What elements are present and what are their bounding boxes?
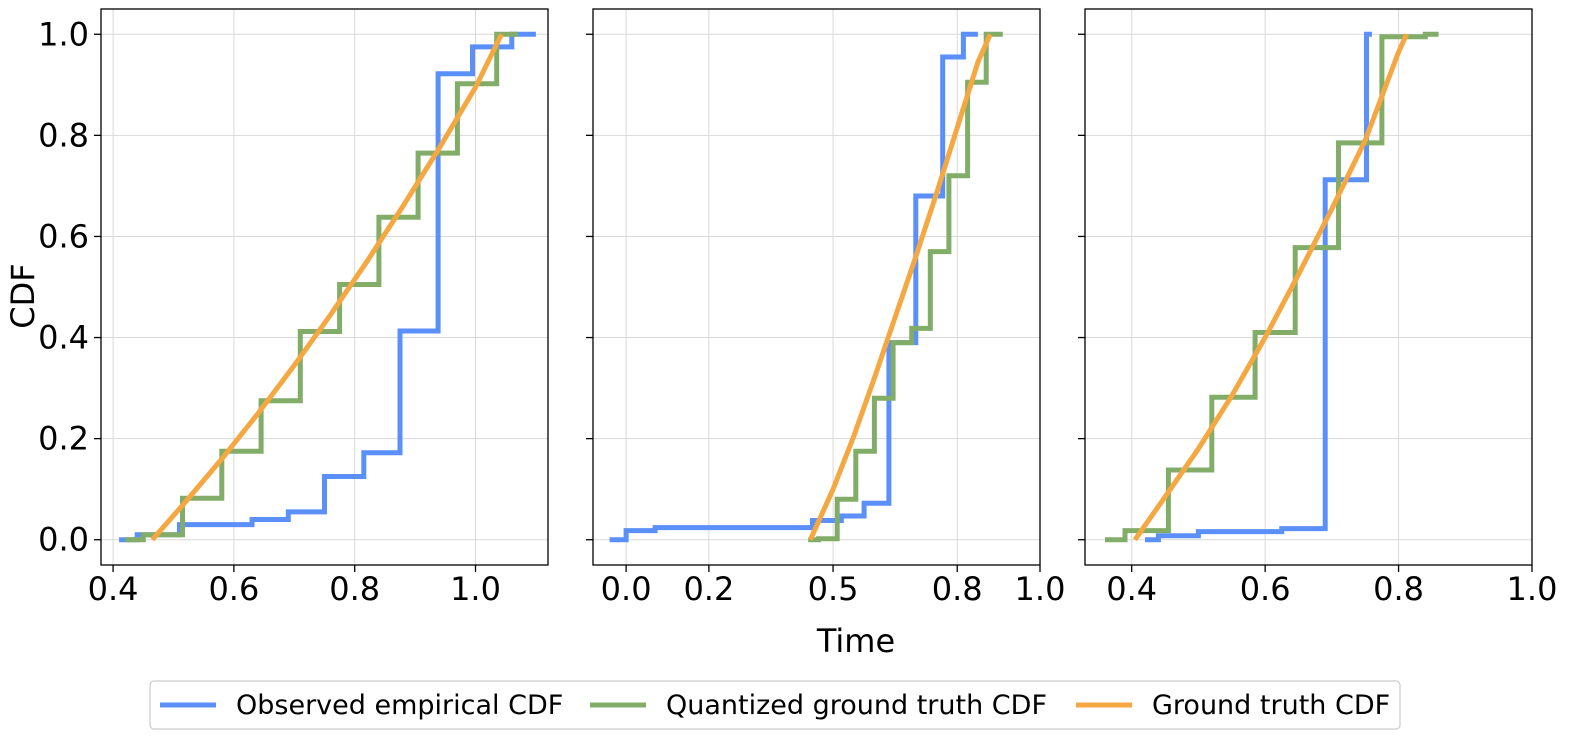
panel-2: 0.0 0.2 0.5 0.8 1.0 bbox=[586, 8, 1066, 608]
axes-frame bbox=[1084, 8, 1533, 566]
x-axis-title: Time bbox=[816, 622, 895, 660]
grid bbox=[1085, 9, 1532, 565]
legend: Observed empirical CDF Quantized ground … bbox=[149, 680, 1401, 730]
series-observed-line bbox=[609, 31, 978, 543]
x-tick-label: 1.0 bbox=[1015, 570, 1066, 608]
series-observed-line bbox=[119, 31, 536, 543]
legend-label-ground-truth: Ground truth CDF bbox=[1152, 690, 1390, 721]
x-tick-label: 0.8 bbox=[1373, 570, 1424, 608]
series-ground-truth-line bbox=[808, 33, 993, 541]
x-tick-label: 0.2 bbox=[683, 570, 734, 608]
series-quantized-line bbox=[125, 31, 518, 543]
x-tick-label: 1.0 bbox=[1507, 570, 1558, 608]
series-quantized-line bbox=[1105, 31, 1439, 543]
x-tick-label: 0.4 bbox=[1106, 570, 1157, 608]
x-tick-label: 0.6 bbox=[208, 570, 259, 608]
grid bbox=[101, 9, 548, 565]
legend-frame bbox=[149, 680, 1401, 730]
y-axis-title: CDF bbox=[4, 263, 42, 328]
x-tick-label: 0.0 bbox=[601, 570, 652, 608]
axes-frame bbox=[100, 8, 549, 566]
y-tick-label: 0.0 bbox=[38, 521, 89, 559]
series-observed-line bbox=[1145, 31, 1372, 543]
series-quantized-line bbox=[808, 31, 1003, 543]
x-tick-label: 0.6 bbox=[1240, 570, 1291, 608]
x-tick-label: 0.5 bbox=[808, 570, 859, 608]
grid bbox=[593, 9, 1040, 565]
series-ground-truth-line bbox=[1132, 33, 1409, 542]
x-tick-label: 0.8 bbox=[932, 570, 983, 608]
panel-1: 0.4 0.6 0.8 1.0 0.0 0.2 0.4 0.6 0.8 1.0 bbox=[38, 8, 549, 608]
axes-frame bbox=[592, 8, 1041, 566]
y-tick-label: 0.6 bbox=[38, 217, 89, 255]
x-tick-label: 0.4 bbox=[88, 570, 139, 608]
legend-label-quantized: Quantized ground truth CDF bbox=[666, 690, 1047, 721]
y-tick-label: 0.8 bbox=[38, 116, 89, 154]
y-tick-label: 0.4 bbox=[38, 319, 89, 357]
y-tick-label: 1.0 bbox=[38, 15, 89, 53]
series-ground-truth-line bbox=[150, 33, 504, 542]
x-tick-label: 0.8 bbox=[329, 570, 380, 608]
x-tick-label: 1.0 bbox=[450, 570, 501, 608]
panel-3: 0.4 0.6 0.8 1.0 bbox=[1078, 8, 1558, 608]
legend-label-observed: Observed empirical CDF bbox=[236, 690, 563, 721]
y-tick-label: 0.2 bbox=[38, 420, 89, 458]
